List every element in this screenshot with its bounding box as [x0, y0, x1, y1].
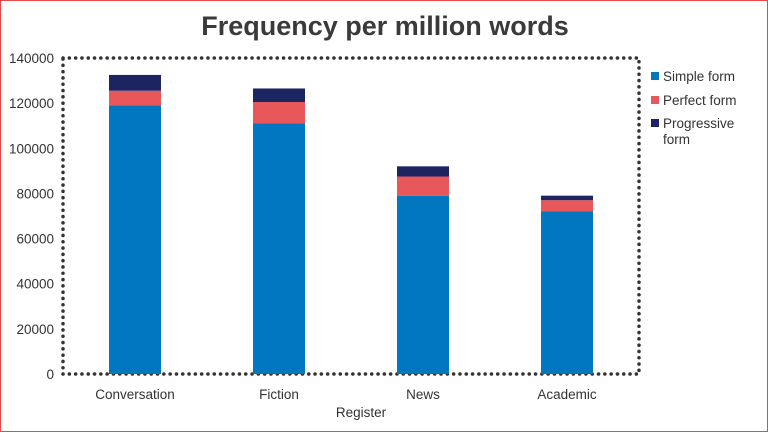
bar-segment-conversation-progressive-form: [109, 74, 161, 91]
legend-swatch-simple-form: [651, 72, 659, 80]
y-tick-label: 40000: [16, 277, 54, 292]
x-axis-title: Register: [336, 405, 387, 420]
y-tick-label: 80000: [16, 186, 54, 201]
legend-label-progressive-form-line2: form: [663, 132, 690, 147]
y-tick-label: 0: [46, 367, 54, 382]
y-axis-ticks: 0 20000 40000 60000 80000 100000 120000 140000: [9, 51, 54, 382]
plot-area-border: [61, 56, 641, 376]
bars-group: [109, 74, 593, 375]
bar-segment-academic-simple-form: [541, 211, 593, 374]
x-tick-label: News: [406, 387, 440, 402]
legend-label-progressive-form-line1: Progressive: [663, 116, 734, 131]
legend-swatch-progressive-form: [651, 119, 659, 127]
bar-segment-academic-perfect-form: [541, 200, 593, 212]
legend: Simple form Perfect form Progressive for…: [651, 69, 737, 147]
bar-segment-news-perfect-form: [397, 176, 449, 196]
legend-label-perfect-form: Perfect form: [663, 93, 737, 108]
bar-segment-fiction-progressive-form: [253, 88, 305, 103]
bar-segment-fiction-perfect-form: [253, 102, 305, 124]
x-tick-label: Conversation: [95, 387, 175, 402]
y-tick-label: 140000: [9, 51, 54, 66]
x-tick-label: Academic: [537, 387, 597, 402]
bar-segment-conversation-simple-form: [109, 105, 161, 375]
bar-segment-news-progressive-form: [397, 166, 449, 177]
legend-label-simple-form: Simple form: [663, 69, 735, 84]
chart-title: Frequency per million words: [201, 11, 569, 41]
bar-segment-conversation-perfect-form: [109, 90, 161, 106]
bar-segment-news-simple-form: [397, 195, 449, 374]
y-tick-label: 120000: [9, 96, 54, 111]
bar-segment-fiction-simple-form: [253, 123, 305, 374]
bar-segment-academic-progressive-form: [541, 195, 593, 201]
y-tick-label: 20000: [16, 322, 54, 337]
x-axis-ticks: Conversation Fiction News Academic: [95, 387, 597, 402]
y-tick-label: 60000: [16, 232, 54, 247]
x-tick-label: Fiction: [259, 387, 299, 402]
legend-swatch-perfect-form: [651, 96, 659, 104]
y-tick-label: 100000: [9, 141, 54, 156]
